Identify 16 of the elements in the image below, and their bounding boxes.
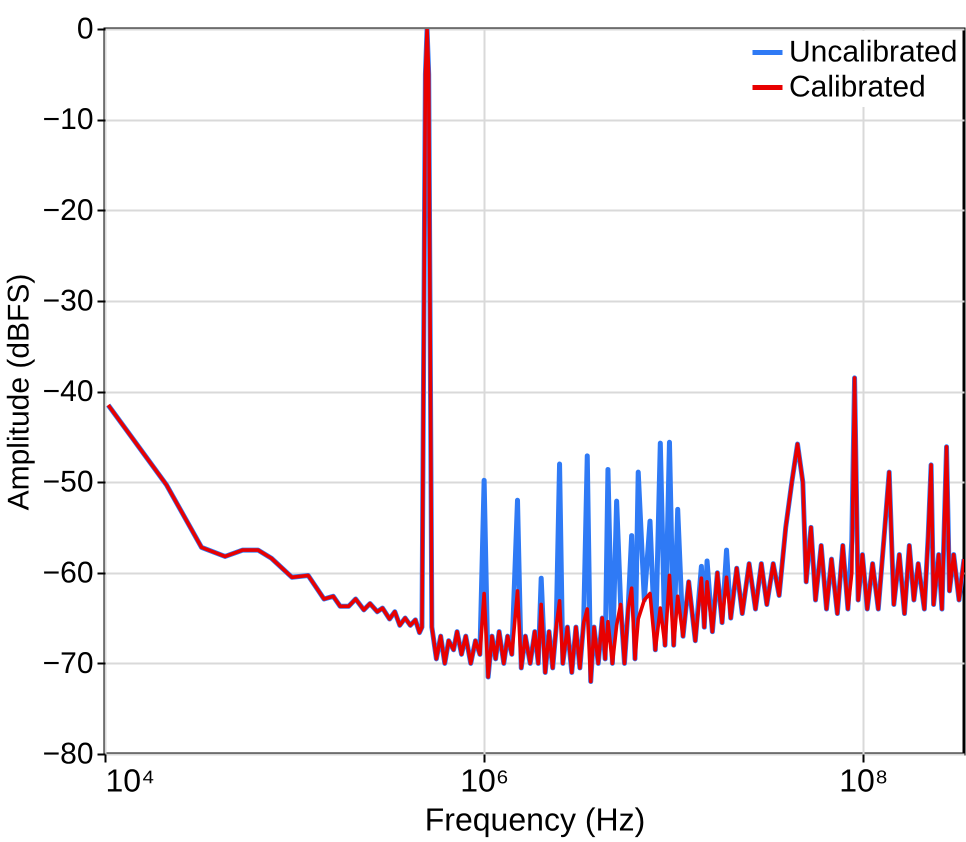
y-tick-label: −60 (42, 556, 94, 590)
x-axis-title: Frequency (Hz) (424, 802, 646, 838)
y-tick-label: −70 (42, 646, 94, 680)
y-tick-label: 0 (76, 12, 94, 46)
y-tick-label: −50 (42, 466, 94, 499)
y-tick-label: −20 (42, 194, 94, 227)
x-tick-label: 10⁶ (460, 762, 510, 798)
y-tick-label: −30 (42, 284, 94, 318)
legend-label: Calibrated (789, 70, 926, 104)
x-tick-label: 10⁴ (106, 762, 155, 798)
y-tick-label: −10 (42, 103, 94, 136)
y-tick-label: −80 (42, 738, 94, 770)
x-tick-label: 10⁸ (839, 762, 888, 798)
y-tick-label: −40 (42, 375, 94, 408)
y-axis-title: Amplitude (dBFS) (2, 274, 36, 510)
legend-label: Uncalibrated (789, 36, 958, 68)
